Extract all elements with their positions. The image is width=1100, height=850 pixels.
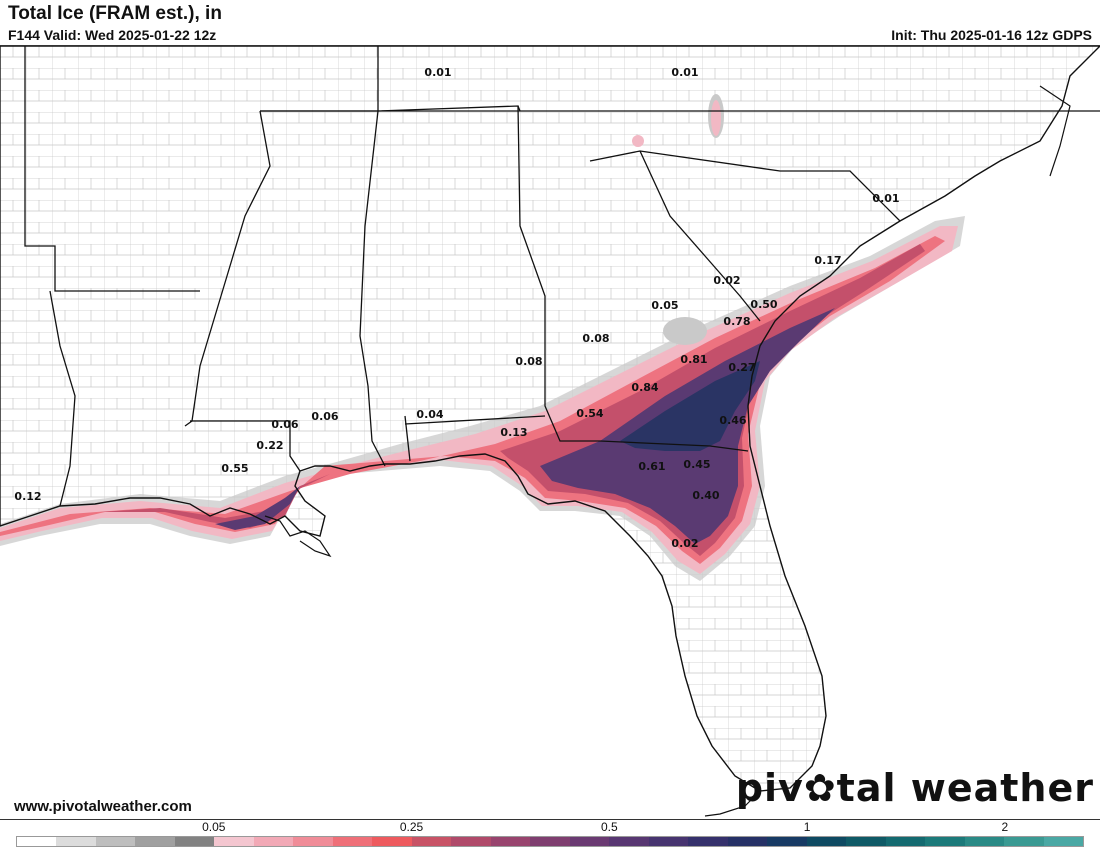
ice-value-label: 0.50 [750,298,777,311]
coast-details [264,85,1071,817]
ice-value-label: 0.78 [723,315,750,328]
pivotal-weather-logo: piv✿tal weather [735,766,1094,810]
ice-value-label: 0.46 [719,414,746,427]
ice-value-label: 0.12 [14,490,41,503]
colorbar-swatch [95,837,136,846]
ice-value-label: 0.45 [683,458,710,471]
colorbar-swatch [214,837,254,846]
init-time: Init: Thu 2025-01-16 12z GDPS [891,27,1092,43]
colorbar-swatch [490,837,531,846]
map-panel[interactable]: 0.01 0.01 0.01 0.17 0.02 0.05 0.50 0.78 0.08 0.81… [0,45,1100,820]
ice-value-label: 0.01 [671,66,698,79]
ice-value-label: 0.40 [692,489,719,502]
colorbar-swatch [411,837,452,846]
ice-value-label: 0.02 [671,537,698,550]
colorbar-swatch [1004,837,1044,846]
colorbar-tick-label: 0.5 [600,820,618,834]
state-borders [24,46,1100,507]
colorbar-swatch [727,837,768,846]
colorbar-swatch [767,837,807,846]
ice-value-label: 0.22 [256,439,283,452]
ice-value-label: 0.54 [576,407,603,420]
colorbar-swatch [135,837,175,846]
ice-accumulation-map: 0.01 0.01 0.01 0.17 0.02 0.05 0.500.78 0.08 0.81… [0,46,1100,817]
ice-value-label: 0.55 [221,462,248,475]
colorbar-swatch [1043,837,1084,846]
ice-value-label: 0.08 [515,355,542,368]
ice-value-label: 0.01 [872,192,899,205]
value-labels: 0.01 0.01 0.01 0.17 0.02 0.05 0.500.78 0.08 0.81… [14,66,899,550]
ice-value-label: 0.02 [713,274,740,287]
ice-value-label: 0.08 [582,332,609,345]
colorbar-swatch [174,837,215,846]
ice-value-label: 0.81 [680,353,707,366]
colorbar-swatch [530,837,570,846]
ice-value-label: 0.84 [631,381,658,394]
valid-time: F144 Valid: Wed 2025-01-22 12z [8,27,217,43]
ice-value-label: 0.05 [651,299,678,312]
colorbar-swatch [609,837,649,846]
colorbar-tick-label: 0.25 [399,820,424,834]
colorbar-swatch [648,837,689,846]
colorbar-swatch [17,837,57,846]
ice-value-label: 0.13 [500,426,527,439]
ice-value-label: 0.01 [424,66,451,79]
colorbar-swatch [806,837,847,846]
colorbar-tick-label: 2 [1001,820,1009,834]
ice-value-label: 0.06 [271,418,298,431]
website-url[interactable]: www.pivotalweather.com [14,798,192,815]
ice-shading [0,94,965,581]
ice-value-label: 0.06 [311,410,338,423]
colorbar-swatch [253,837,294,846]
colorbar-swatch [293,837,333,846]
colorbar-tick-label: 0.05 [202,820,226,834]
colorbar-swatch [885,837,926,846]
colorbar-swatch [451,837,491,846]
colorbar-swatch [56,837,96,846]
ice-value-label: 0.61 [638,460,665,473]
gear-icon: ✿ [803,766,837,810]
colorbar-swatch [964,837,1005,846]
ice-value-label: 0.17 [814,254,841,267]
colorbar-swatch [569,837,610,846]
colorbar-tick-label: 1 [803,820,811,834]
ice-value-label: 0.04 [416,408,443,421]
colorbar-swatch [332,837,373,846]
colorbar [16,836,1084,847]
map-title: Total Ice (FRAM est.), in [8,3,222,24]
ice-value-label: 0.27 [728,361,755,374]
colorbar-swatch [846,837,886,846]
colorbar-swatch [925,837,965,846]
colorbar-swatch [688,837,728,846]
colorbar-swatch [372,837,412,846]
